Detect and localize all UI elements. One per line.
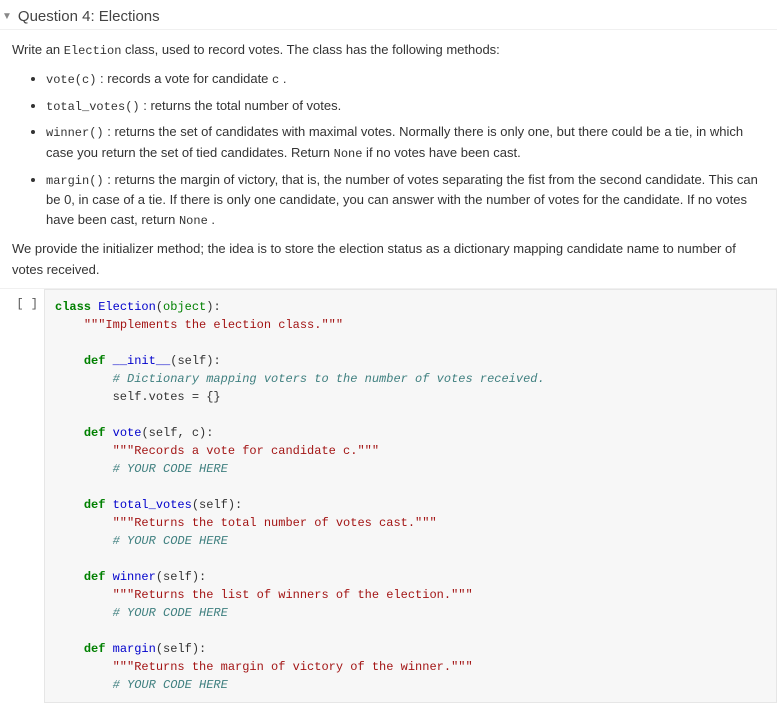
inline-code: total_votes() — [46, 100, 140, 114]
intro-paragraph: Write an Election class, used to record … — [12, 40, 765, 61]
inline-code: None — [179, 214, 208, 228]
inline-code: Election — [64, 44, 122, 58]
methods-list: vote(c) : records a vote for candidate c… — [12, 69, 765, 231]
method-item: total_votes() : returns the total number… — [46, 96, 765, 117]
problem-text: Write an Election class, used to record … — [0, 30, 777, 280]
section-title: Question 4: Elections — [18, 8, 160, 25]
code-editor[interactable]: class Election(object): """Implements th… — [44, 289, 777, 703]
method-item: winner() : returns the set of candidates… — [46, 122, 765, 163]
cell-prompt[interactable]: [ ] — [0, 289, 44, 703]
collapse-caret-icon[interactable]: ▼ — [2, 11, 12, 22]
code-cell: [ ] class Election(object): """Implement… — [0, 288, 777, 703]
page-root: ▼ Question 4: Elections Write an Electio… — [0, 0, 777, 703]
outro-paragraph: We provide the initializer method; the i… — [12, 239, 765, 281]
inline-code: vote(c) — [46, 73, 96, 87]
inline-code: None — [334, 147, 363, 161]
section-header[interactable]: ▼ Question 4: Elections — [0, 0, 777, 30]
method-item: margin() : returns the margin of victory… — [46, 170, 765, 231]
method-item: vote(c) : records a vote for candidate c… — [46, 69, 765, 90]
inline-code: margin() — [46, 174, 104, 188]
inline-code: winner() — [46, 126, 104, 140]
